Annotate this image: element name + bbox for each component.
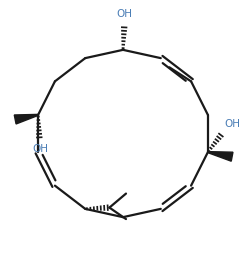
Text: OH: OH: [116, 9, 132, 19]
Text: OH: OH: [33, 144, 49, 154]
Text: OH: OH: [224, 119, 240, 129]
Polygon shape: [208, 152, 233, 161]
Polygon shape: [14, 114, 38, 124]
